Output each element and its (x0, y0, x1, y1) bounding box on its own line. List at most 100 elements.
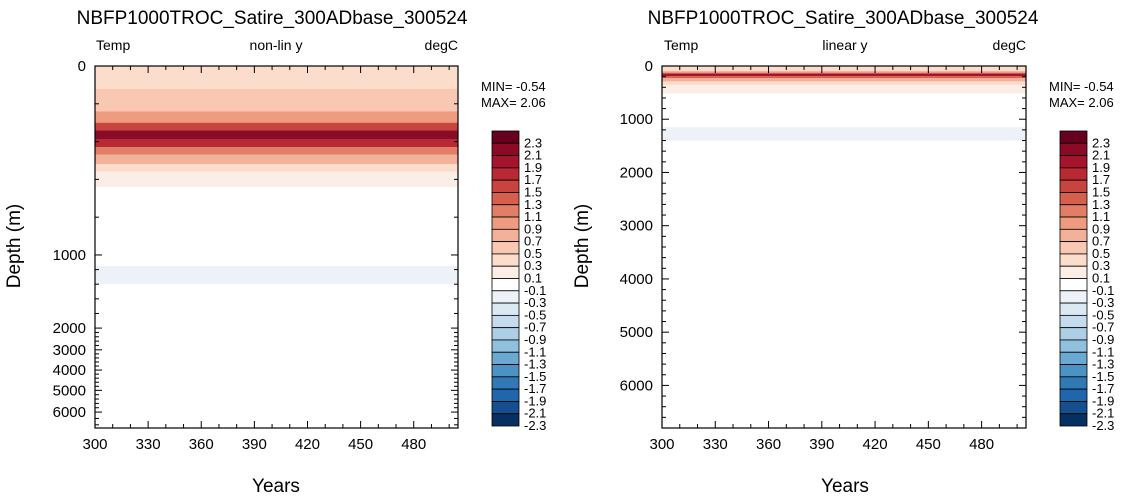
right-panel-colorbar-label: -0.5 (1092, 307, 1114, 322)
left-panel-x-axis-label: Years (252, 476, 300, 497)
left-panel-colorbar-swatch (491, 253, 520, 267)
right-panel-colorbar-swatch (1059, 241, 1088, 255)
right-panel-colorbar-label: 1.1 (1092, 209, 1110, 224)
left-panel-y-tick-label: 1000 (53, 247, 86, 264)
right-panel-colorbar-label: -1.9 (1092, 393, 1114, 408)
right-panel-field-band-3 (662, 76, 1026, 79)
right-panel-colorbar-swatch (1059, 364, 1088, 378)
left-panel-field-band-12 (95, 284, 458, 402)
left-panel-units-label: degC (425, 37, 458, 53)
left-panel-colorbar-label: -0.9 (524, 332, 546, 347)
left-panel-x-tick-label: 360 (189, 436, 214, 453)
left-panel-colorbar-swatch (491, 241, 520, 255)
left-panel-colorbar-swatch (491, 167, 520, 181)
right-panel-y-tick-label: 5000 (620, 324, 653, 341)
right-panel-y-tick-label: 4000 (620, 271, 653, 288)
right-panel-colorbar-swatch (1059, 130, 1088, 144)
left-panel-field-band-6 (95, 147, 458, 155)
left-panel-colorbar-label: -1.9 (524, 393, 546, 408)
left-panel-colorbar-swatch (491, 388, 520, 402)
right-panel-colorbar-label: -0.7 (1092, 320, 1114, 335)
left-panel-field-band-2 (95, 111, 458, 123)
left-panel-colorbar-label: 1.1 (524, 209, 542, 224)
left-panel-y-tick-label: 0 (78, 58, 86, 75)
left-panel-scale-label: non-lin y (250, 37, 303, 53)
left-panel-colorbar-swatch (491, 376, 520, 390)
left-panel-x-tick-label: 330 (136, 436, 161, 453)
right-panel-x-tick-label: 420 (863, 436, 888, 453)
left-panel-x-tick-label: 450 (348, 436, 373, 453)
left-panel-x-tick-label: 420 (295, 436, 320, 453)
right-panel-colorbar-swatch (1059, 278, 1088, 292)
left-panel-colorbar-label: -1.7 (524, 381, 546, 396)
right-panel-y-tick-label: 6000 (620, 377, 653, 394)
right-panel-x-tick-label: 360 (756, 436, 781, 453)
right-panel-x-tick-label: 330 (703, 436, 728, 453)
left-panel-colorbar-label: -0.5 (524, 307, 546, 322)
left-panel-colorbar-label: 0.3 (524, 258, 542, 273)
right-panel-colorbar-label: 0.7 (1092, 234, 1110, 249)
left-panel-field-band-3 (95, 122, 458, 131)
left-panel-field-band-8 (95, 164, 458, 172)
left-panel-colorbar-label: -1.3 (524, 357, 546, 372)
left-panel-colorbar-swatch (491, 192, 520, 206)
right-panel-axes: 300 330 360 390 420 450 480 0 1000 2000 3000 4000 50… (620, 58, 1027, 453)
left-panel-variable-label: Temp (96, 37, 130, 53)
right-panel-colorbar-swatch (1059, 142, 1088, 156)
left-panel-colorbar-swatch (491, 155, 520, 169)
left-panel-colorbar: 2.32.11.91.71.51.31.10.90.70.50.30.1-0.1… (491, 130, 546, 433)
right-panel-colorbar-label: -1.3 (1092, 357, 1114, 372)
right-panel-y-tick-label: 0 (645, 58, 653, 75)
left-panel-colorbar-label: -1.5 (524, 369, 546, 384)
right-panel-colorbar-label: 2.1 (1092, 148, 1110, 163)
right-panel-x-axis-label: Years (821, 476, 869, 497)
left-panel-y-tick-label: 3000 (53, 342, 86, 359)
left-panel-axes: 300 330 360 390 420 450 480 0 1000 2000 3000 4000 50… (53, 58, 459, 453)
left-panel-colorbar-swatch (491, 351, 520, 365)
right-panel-colorbar-label: 0.5 (1092, 246, 1110, 261)
left-panel-colorbar-label: -2.1 (524, 406, 546, 421)
right-panel-colorbar-label: 1.9 (1092, 160, 1110, 175)
left-panel-colorbar-swatch (491, 314, 520, 329)
left-panel-colorbar-swatch (491, 413, 520, 427)
right-panel-field-band-1 (662, 71, 1026, 74)
left-panel-colorbar-label: 2.1 (524, 148, 542, 163)
left-panel-field-band-11 (95, 265, 458, 285)
left-panel-colorbar-label: -0.7 (524, 320, 546, 335)
left-panel-colorbar-swatch (491, 130, 520, 144)
left-panel-field-band-0 (95, 66, 458, 89)
left-panel-field-band-5 (95, 139, 458, 148)
right-panel-colorbar-swatch (1059, 327, 1088, 341)
right-panel-variable-label: Temp (664, 37, 698, 53)
right-panel-field-band-2 (662, 73, 1026, 77)
right-panel: NBFP1000TROC_Satire_300ADbase_300524 Tem… (572, 8, 1114, 497)
right-panel-colorbar-label: -0.1 (1092, 283, 1114, 298)
left-panel-colorbar-label: 2.3 (524, 135, 542, 150)
left-panel-colorbar-label: 1.7 (524, 172, 542, 187)
right-panel-colorbar-label: -1.1 (1092, 344, 1114, 359)
right-panel-colorbar-swatch (1059, 228, 1088, 243)
right-panel-title: NBFP1000TROC_Satire_300ADbase_300524 (648, 8, 1039, 29)
left-panel-colorbar-swatch (491, 327, 520, 341)
right-panel-colorbar-swatch (1059, 155, 1088, 169)
left-panel-x-tick-label: 480 (401, 436, 426, 453)
right-panel-field-band-8 (662, 127, 1026, 141)
left-panel-colorbar-label: -0.1 (524, 283, 546, 298)
right-panel-colorbar-label: 0.3 (1092, 258, 1110, 273)
left-panel-colorbar-label: 1.5 (524, 184, 542, 199)
left-panel-colorbar-swatch (491, 216, 520, 230)
right-panel-colorbar-swatch (1059, 302, 1088, 316)
right-panel-colorbar-label: -2.3 (1092, 418, 1114, 433)
left-panel-colorbar-swatch (491, 142, 520, 156)
left-panel-field-band-7 (95, 154, 458, 165)
right-panel-colorbar-swatch (1059, 413, 1088, 427)
left-panel-y-tick-label: 5000 (53, 382, 86, 399)
right-panel-colorbar-label: -2.1 (1092, 406, 1114, 421)
right-panel-colorbar-swatch (1059, 388, 1088, 402)
right-panel-colorbar-swatch (1059, 351, 1088, 365)
right-panel-colorbar-label: 2.3 (1092, 135, 1110, 150)
left-panel-frame (94, 65, 459, 429)
right-panel-min-label: MIN= -0.54 (1049, 79, 1114, 94)
